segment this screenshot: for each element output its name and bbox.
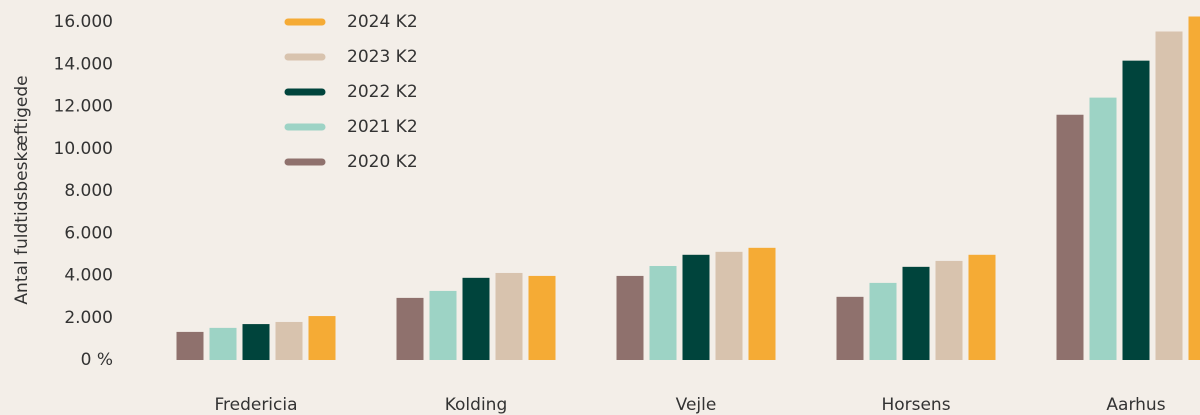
y-tick-label: 4.000 [64,266,113,286]
bar [902,266,930,360]
y-tick-label: 6.000 [64,223,113,243]
y-tick-label: 10.000 [54,139,113,159]
bar [616,275,644,360]
legend-label: 2022 K2 [347,82,418,102]
y-tick-label: 16.000 [54,12,113,32]
bar [495,272,523,360]
y-tick-label: 2.000 [64,308,113,328]
y-tick-label: 14.000 [54,54,113,74]
bar [935,260,963,360]
x-tick-label: Aarhus [1106,395,1165,415]
bar [682,254,710,360]
bar [1056,114,1084,361]
x-tick-label: Horsens [881,395,950,415]
bar [528,275,556,360]
bar [748,247,776,360]
bar [1155,31,1183,360]
bar [396,297,424,360]
legend-label: 2020 K2 [347,152,418,172]
bar [715,251,743,360]
bar [1188,16,1200,360]
bar [308,316,336,360]
bar [649,265,677,360]
bar [176,331,204,360]
bar [1089,97,1117,360]
legend-label: 2024 K2 [347,12,418,32]
bar [209,327,237,360]
bar [429,290,457,360]
legend-label: 2021 K2 [347,117,418,137]
x-tick-label: Fredericia [214,395,297,415]
x-tick-label: Vejle [676,395,717,415]
bar [836,296,864,360]
y-axis-label: Antal fuldtidsbeskæftigede [12,75,32,304]
y-tick-label: 8.000 [64,181,113,201]
bar [462,277,490,360]
bar [1122,60,1150,360]
bar [869,282,897,360]
bar [968,254,996,360]
bar [275,321,303,360]
x-tick-label: Kolding [445,395,508,415]
y-tick-label: 12.000 [54,97,113,117]
legend-label: 2023 K2 [347,47,418,67]
y-tick-label: 0 % [81,350,113,370]
bar [242,324,270,360]
